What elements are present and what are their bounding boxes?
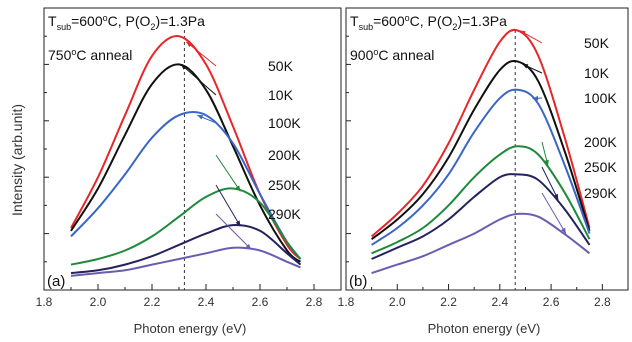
label-arrowhead xyxy=(522,64,529,69)
series-curve-250K xyxy=(70,224,302,275)
x-tick-label: 2.2 xyxy=(144,295,161,309)
label-arrowhead xyxy=(181,64,187,70)
label-arrow xyxy=(215,154,241,192)
label-arrow xyxy=(215,213,252,250)
label-arrowhead xyxy=(197,115,204,120)
anneal-text: 900oC anneal xyxy=(350,47,434,63)
y-axis-label: Intensity (arb.unit) xyxy=(9,104,25,216)
panel-label: (a) xyxy=(47,273,65,290)
series-label: 100K xyxy=(268,115,301,131)
panel-label: (b) xyxy=(349,273,367,290)
series-label: 10K xyxy=(584,65,610,81)
label-arrowhead xyxy=(532,95,539,101)
series-curve-250K xyxy=(371,173,591,260)
series-curve-50K xyxy=(370,28,591,238)
anneal-text: 750oC anneal xyxy=(48,47,132,63)
label-arrow xyxy=(541,166,559,200)
series-curve-200K xyxy=(371,145,591,255)
x-tick-label: 2.6 xyxy=(543,295,560,309)
panel-b: 1.8 2.0 2.2 2.4 2.6 2.8 50K 10K 100K 200K 250K 290… xyxy=(338,7,629,336)
series-curve-10K xyxy=(70,63,302,263)
label-arrowhead xyxy=(186,41,193,48)
y-ticks xyxy=(44,35,49,263)
spectra-curves xyxy=(370,28,591,275)
series-curve-290K xyxy=(371,212,591,275)
series-curve-290K xyxy=(70,246,301,277)
series-label: 290K xyxy=(584,185,617,201)
label-arrowhead xyxy=(245,243,252,250)
series-label: 200K xyxy=(268,147,301,163)
y-ticks xyxy=(346,35,351,263)
label-arrowhead xyxy=(544,159,549,166)
x-tick-label: 2.4 xyxy=(198,295,215,309)
series-label: 50K xyxy=(268,58,294,74)
condition-text: Tsub=600oC, P(O2)=1.3Pa xyxy=(48,13,205,32)
x-axis-label: Photon energy (eV) xyxy=(428,321,541,336)
label-arrowhead xyxy=(553,193,559,200)
x-tick-label: 2.0 xyxy=(90,295,107,309)
x-tick-label: 2.0 xyxy=(389,295,406,309)
series-curve-200K xyxy=(70,187,302,266)
series-label: 200K xyxy=(584,134,617,150)
label-arrowhead xyxy=(519,30,526,36)
series-labels: 50K 10K 100K 200K 250K 290K xyxy=(180,41,301,250)
label-arrowhead xyxy=(235,220,241,227)
x-ticks: 1.8 2.0 2.2 2.4 2.6 2.8 xyxy=(338,284,611,309)
series-label: 10K xyxy=(268,87,294,103)
series-label: 50K xyxy=(584,35,610,51)
x-tick-label: 2.4 xyxy=(491,295,508,309)
x-tick-label: 2.8 xyxy=(594,295,611,309)
panel-a: 1.8 2.0 2.2 2.4 2.6 2.8 50K 10K 100K 200K 250K 290… xyxy=(36,7,342,336)
label-arrow xyxy=(541,192,567,234)
label-arrowhead xyxy=(235,185,241,192)
label-arrow xyxy=(215,184,241,227)
series-label: 250K xyxy=(584,159,617,175)
series-curve-100K xyxy=(70,111,302,260)
x-tick-label: 2.2 xyxy=(440,295,457,309)
x-axis-label: Photon energy (eV) xyxy=(134,321,247,336)
x-tick-label: 2.8 xyxy=(306,295,323,309)
x-tick-label: 2.6 xyxy=(252,295,269,309)
series-label: 290K xyxy=(268,206,301,222)
condition-text: Tsub=600oC, P(O2)=1.3Pa xyxy=(350,13,507,32)
x-ticks: 1.8 2.0 2.2 2.4 2.6 2.8 xyxy=(36,284,323,309)
label-arrowhead xyxy=(561,227,566,234)
series-labels: 50K 10K 100K 200K 250K 290K xyxy=(519,30,617,234)
label-arrow xyxy=(186,41,217,67)
series-label: 100K xyxy=(584,90,617,106)
series-curve-100K xyxy=(371,88,591,246)
x-tick-label: 1.8 xyxy=(36,295,53,309)
x-tick-label: 1.8 xyxy=(338,295,355,309)
series-label: 250K xyxy=(268,177,301,193)
series-curve-10K xyxy=(371,59,591,241)
series-curve-50K xyxy=(70,35,302,260)
label-arrow xyxy=(180,64,217,96)
spectra-curves xyxy=(70,35,302,277)
